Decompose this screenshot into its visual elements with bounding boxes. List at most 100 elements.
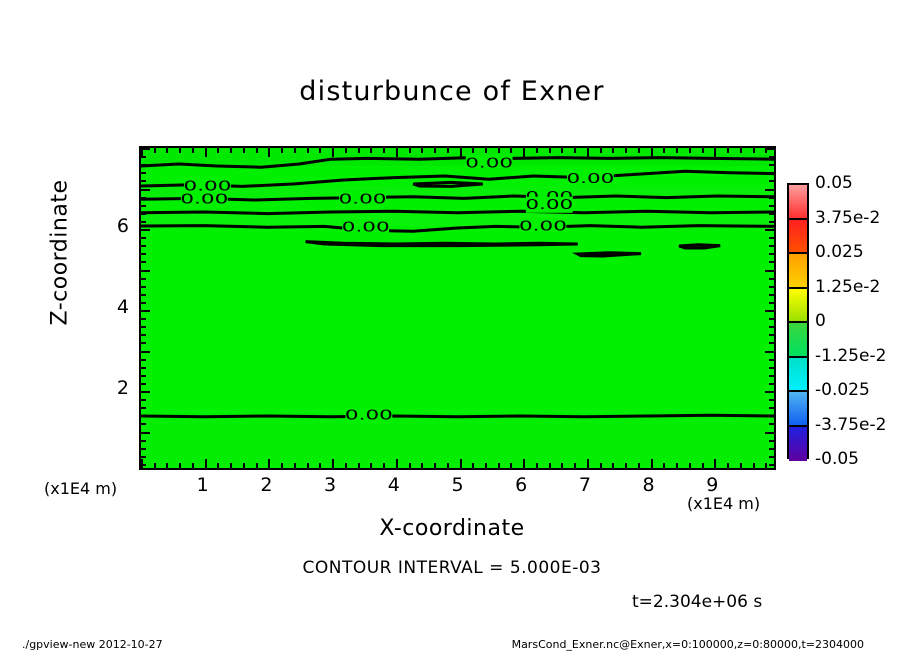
x-tick [472,463,475,468]
x-tick-top [191,148,194,153]
x-tick-label: 8 [642,474,655,496]
y-tick [141,293,146,296]
contour-label-mask [180,191,228,208]
x-tick [574,463,577,468]
contour-plot-area[interactable]: 0.000.000.000.000.000.000.000.000.000.00 [139,146,776,470]
x-tick [344,463,347,468]
y-tick [141,439,146,442]
y-tick [141,220,146,223]
x-axis-title: X-coordinate [379,516,525,541]
y-tick-right [769,204,774,207]
y-tick [141,382,146,385]
footer-command-note: ./gpview-new 2012-10-27 [22,638,163,651]
x-tick [242,463,245,468]
x-tick-top [332,148,335,157]
contour-line [141,226,774,232]
contour-fill-band [141,226,774,416]
x-tick [255,463,258,468]
x-tick-label: 2 [260,474,273,496]
y-tick-right [769,212,774,215]
x-tick-top [701,148,704,153]
y-tick-right [769,261,774,264]
y-tick-right [769,423,774,426]
contour-line [306,242,578,246]
x-tick-top [472,148,475,153]
x-tick [663,463,666,468]
y-tick-right [769,358,774,361]
x-tick-top [548,148,551,153]
x-tick [217,463,220,468]
x-tick [141,459,143,468]
y-tick-right [765,269,774,272]
y-tick [141,180,146,183]
colorbar-tick-label: 1.25e-2 [815,276,881,297]
y-tick-right [769,172,774,175]
x-tick-top [255,148,258,153]
y-tick-right [765,148,774,150]
y-tick [141,245,146,248]
y-tick-label: 4 [116,296,129,318]
colorbar-tick-label: 0 [815,311,826,331]
x-tick-top [510,148,513,153]
y-tick [141,148,150,150]
colorbar-tick-label: -1.25e-2 [815,345,887,366]
y-tick-right [765,188,774,191]
x-tick [739,463,742,468]
x-tick-top [421,148,424,153]
x-tick-top [319,148,322,153]
y-tick [141,237,146,240]
contour-label: 0.00 [465,156,513,172]
x-tick [625,463,628,468]
colorbar-band [789,254,807,289]
x-tick [727,463,730,468]
y-tick-right [765,229,774,231]
y-tick [141,374,146,377]
contour-label-mask [465,155,513,172]
y-tick-right [765,310,774,312]
contour-label: 0.00 [566,171,614,187]
contour-label: 0.00 [525,197,573,213]
y-tick [141,447,146,450]
x-tick [586,459,589,468]
colorbar-band [789,357,807,392]
y-tick-label: 6 [116,215,129,237]
x-tick-top [370,148,373,153]
contour-lines-svg: 0.000.000.000.000.000.000.000.000.000.00 [141,148,774,468]
x-tick-label: 4 [387,474,400,496]
colorbar[interactable] [787,183,809,461]
x-tick [281,463,284,468]
y-tick-right [769,439,774,442]
time-stamp-note: t=2.304e+06 s [632,592,763,612]
y-tick [141,261,146,264]
footer-source-note: MarsCond_Exner.nc@Exner,x=0:100000,z=0:8… [511,638,864,651]
y-tick-right [765,431,774,434]
y-tick-right [769,156,774,159]
x-tick-top [765,148,768,153]
x-tick-top [408,148,411,153]
y-tick-right [769,318,774,321]
contour-label: 0.00 [345,408,393,424]
x-tick [268,459,271,468]
y-tick [141,423,146,426]
y-tick-right [769,382,774,385]
page-title: disturbunce of Exner [299,76,605,107]
y-tick [141,204,146,207]
y-tick-label: 2 [116,377,129,399]
y-tick [141,277,146,280]
y-tick [141,212,146,215]
x-tick [204,459,207,468]
x-tick-label: 5 [451,474,464,496]
y-tick-right [769,301,774,304]
x-tick-top [752,148,755,153]
y-tick [141,310,150,312]
x-tick-top [535,148,538,153]
x-tick-top [599,148,602,153]
colorbar-tick-label: -3.75e-2 [815,414,887,435]
y-tick-right [769,164,774,167]
contour-line [141,196,774,200]
y-tick-right [769,366,774,369]
contour-line [578,253,641,256]
x-tick [459,459,462,468]
y-tick [141,350,150,353]
contour-label-mask [342,219,390,236]
